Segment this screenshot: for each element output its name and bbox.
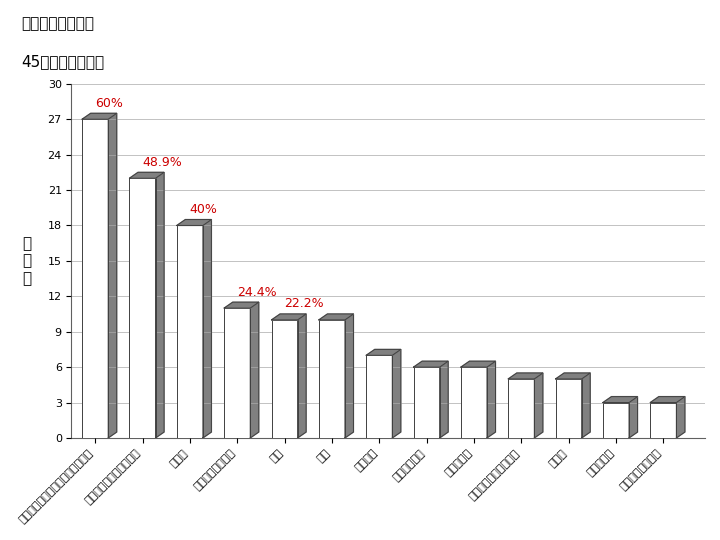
Bar (508, 379, 534, 438)
Polygon shape (392, 349, 401, 438)
Polygon shape (297, 314, 306, 438)
Polygon shape (440, 361, 448, 438)
Polygon shape (319, 314, 354, 320)
Polygon shape (345, 314, 354, 438)
Polygon shape (650, 396, 685, 402)
Polygon shape (251, 302, 258, 438)
Y-axis label: 患
者
数: 患 者 数 (22, 236, 31, 286)
Polygon shape (556, 373, 590, 379)
Polygon shape (508, 373, 543, 379)
Polygon shape (366, 349, 401, 355)
Text: 40%: 40% (190, 203, 217, 216)
Polygon shape (271, 314, 306, 320)
Polygon shape (413, 361, 448, 367)
Bar (413, 367, 440, 438)
Text: 60%: 60% (95, 97, 123, 110)
Text: 22.2%: 22.2% (284, 298, 324, 310)
Bar (177, 226, 203, 438)
Bar (319, 320, 345, 438)
Polygon shape (629, 396, 637, 438)
Text: 48.9%: 48.9% (143, 156, 182, 169)
Bar (224, 308, 251, 438)
Text: 45名（重複あり）: 45名（重複あり） (22, 54, 104, 69)
Bar (461, 367, 487, 438)
Bar (271, 320, 297, 438)
Bar (650, 402, 676, 438)
Polygon shape (461, 361, 495, 367)
Bar (366, 355, 392, 438)
Polygon shape (603, 396, 637, 402)
Polygon shape (534, 373, 543, 438)
Bar (556, 379, 582, 438)
Polygon shape (224, 302, 258, 308)
Bar (130, 178, 156, 438)
Polygon shape (156, 172, 164, 438)
Polygon shape (108, 113, 117, 438)
Polygon shape (82, 113, 117, 119)
Polygon shape (130, 172, 164, 178)
Polygon shape (203, 220, 212, 438)
Polygon shape (676, 396, 685, 438)
Polygon shape (487, 361, 495, 438)
Bar (603, 402, 629, 438)
Bar (82, 119, 108, 438)
Text: 揺らぎ以外の症状: 揺らぎ以外の症状 (22, 16, 94, 31)
Text: 24.4%: 24.4% (237, 286, 276, 299)
Polygon shape (582, 373, 590, 438)
Polygon shape (177, 220, 212, 226)
